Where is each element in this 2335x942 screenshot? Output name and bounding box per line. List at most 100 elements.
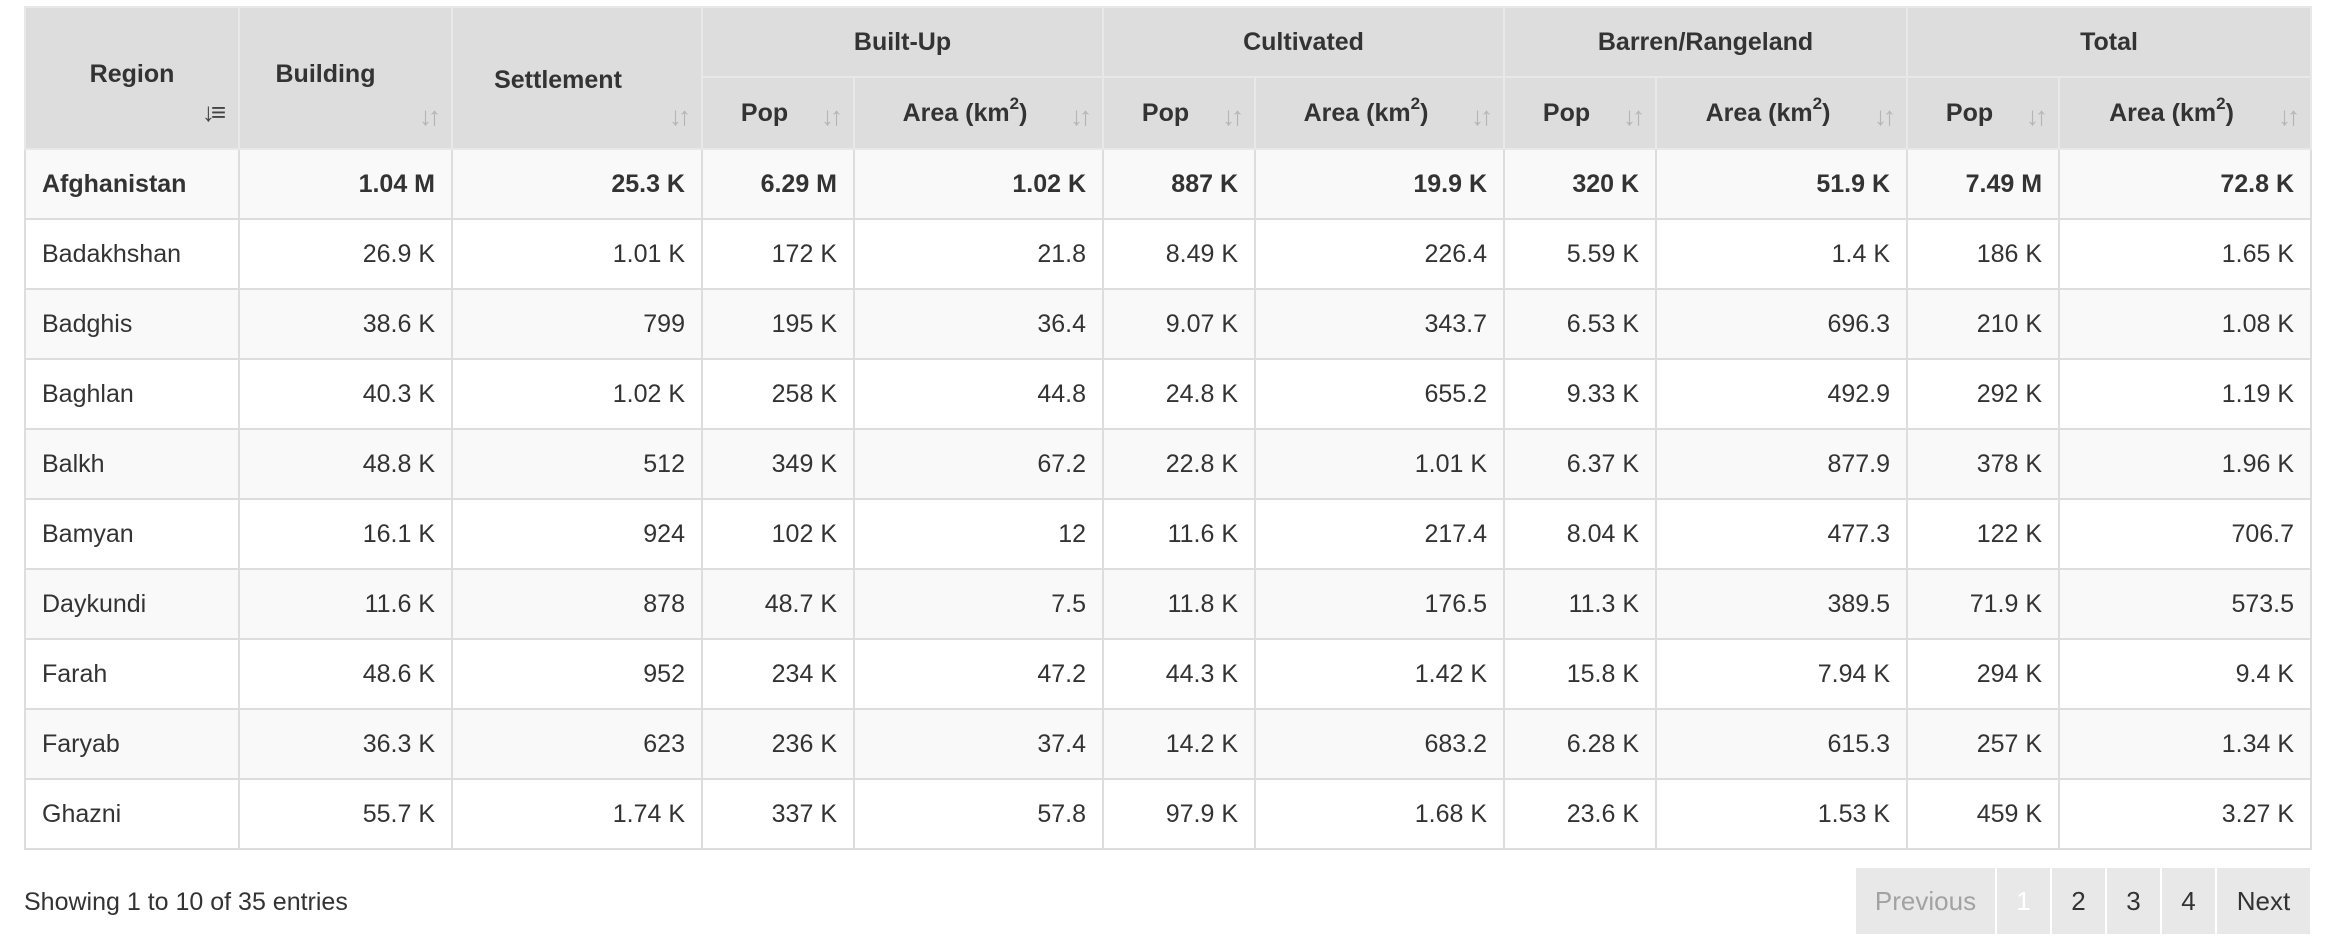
column-header-cultivated-area[interactable]: Area (km2) ↓↑ [1254,76,1506,150]
cell-cu-pop: 44.3 K [1102,638,1257,710]
column-header-barren-area[interactable]: Area (km2) ↓↑ [1655,76,1909,150]
cell-bu-pop: 102 K [701,498,855,570]
cell-building: 40.3 K [238,358,453,430]
sort-icon[interactable]: ↓↑ [1222,101,1244,131]
cell-cu-pop: 24.8 K [1102,358,1257,430]
column-header-total-area[interactable]: Area (km2) ↓↑ [2058,76,2313,150]
cell-settlement: 25.3 K [451,148,703,220]
column-header-barren-pop[interactable]: Pop ↓↑ [1503,76,1658,150]
area-unit-superscript: 2 [1009,94,1020,114]
cell-bu-area: 67.2 [852,428,1105,500]
area-unit-superscript: 2 [1812,94,1823,114]
cell-ba-pop: 6.28 K [1503,708,1658,780]
cell-t-area: 1.08 K [2058,288,2313,360]
cell-bu-area: 1.02 K [852,148,1105,220]
cell-ba-area: 696.3 [1655,288,1909,360]
cell-ba-pop: 6.37 K [1503,428,1658,500]
cell-bu-area: 37.4 [852,708,1105,780]
cell-region: Balkh [24,428,240,500]
cell-settlement: 952 [451,638,703,710]
cell-bu-pop: 337 K [701,778,855,850]
cell-ba-area: 492.9 [1655,358,1909,430]
cell-bu-area: 12 [852,498,1105,570]
cell-region: Daykundi [24,568,240,640]
cell-ba-area: 51.9 K [1655,148,1909,220]
cell-ba-pop: 8.04 K [1503,498,1658,570]
table-row: Badakhshan 26.9 K 1.01 K 172 K 21.8 8.49 K 226… [24,218,2313,290]
column-header-settlement[interactable]: Settlement ↓↑ [451,6,703,150]
cell-cu-pop: 22.8 K [1102,428,1257,500]
next-button[interactable]: Next [2217,868,2310,934]
cell-settlement: 512 [451,428,703,500]
cell-t-area: 1.65 K [2058,218,2313,290]
cell-region: Faryab [24,708,240,780]
cell-t-area: 1.96 K [2058,428,2313,500]
cell-settlement: 1.74 K [451,778,703,850]
area-label-close: ) [1822,98,1831,127]
page-button-2[interactable]: 2 [2052,868,2105,934]
column-header-building[interactable]: Building ↓↑ [238,6,453,150]
table-row: Badghis 38.6 K 799 195 K 36.4 9.07 K 343.7 6.53… [24,288,2313,360]
cell-cu-area: 1.68 K [1254,778,1506,850]
cell-bu-pop: 349 K [701,428,855,500]
cell-cu-area: 226.4 [1254,218,1506,290]
table-row: Baghlan 40.3 K 1.02 K 258 K 44.8 24.8 K 655.2 9… [24,358,2313,430]
group-header-cultivated: Cultivated [1102,6,1506,78]
cell-bu-pop: 48.7 K [701,568,855,640]
pop-label: Pop [1945,98,1994,127]
column-header-total-pop[interactable]: Pop ↓↑ [1906,76,2061,150]
column-header-region[interactable]: Region ↓≡ [24,6,240,150]
sort-icon[interactable]: ↓↑ [419,101,441,131]
cell-t-area: 706.7 [2058,498,2313,570]
cell-bu-area: 21.8 [852,218,1105,290]
sort-icon[interactable]: ↓↑ [1623,101,1645,131]
cell-settlement: 623 [451,708,703,780]
sort-icon[interactable]: ↓↑ [1874,101,1896,131]
sort-icon[interactable]: ↓↑ [1070,101,1092,131]
page-button-3[interactable]: 3 [2107,868,2160,934]
sort-icon[interactable]: ↓↑ [1471,101,1493,131]
cell-t-pop: 459 K [1906,778,2061,850]
area-label-close: ) [1420,98,1429,127]
cell-ba-pop: 320 K [1503,148,1658,220]
previous-button[interactable]: Previous [1856,868,1995,934]
cell-cu-area: 1.42 K [1254,638,1506,710]
group-header-builtup: Built-Up [700,6,1105,78]
cell-t-pop: 294 K [1906,638,2061,710]
cell-ba-area: 1.53 K [1655,778,1909,850]
cell-cu-pop: 14.2 K [1102,708,1257,780]
table-header: Region ↓≡ Building ↓↑ Settlement ↓↑ Buil… [24,6,2313,150]
sort-icon[interactable]: ↓↑ [2278,101,2300,131]
cell-ba-area: 877.9 [1655,428,1909,500]
cell-t-pop: 7.49 M [1906,148,2061,220]
cell-bu-area: 44.8 [852,358,1105,430]
cell-bu-pop: 258 K [701,358,855,430]
column-header-building-label: Building [275,60,376,88]
cell-bu-pop: 172 K [701,218,855,290]
page-button-1[interactable]: 1 [1997,868,2050,934]
cell-bu-area: 7.5 [852,568,1105,640]
sort-icon[interactable]: ↓↑ [669,101,691,131]
table-body: Afghanistan 1.04 M 25.3 K 6.29 M 1.02 K 887 K… [24,148,2313,850]
cell-cu-area: 1.01 K [1254,428,1506,500]
column-header-builtup-area[interactable]: Area (km2) ↓↑ [852,76,1105,150]
sort-ascending-icon[interactable]: ↓≡ [201,97,226,127]
cell-building: 55.7 K [238,778,453,850]
cell-settlement: 924 [451,498,703,570]
cell-region: Badghis [24,288,240,360]
cell-cu-area: 19.9 K [1254,148,1506,220]
cell-cu-pop: 97.9 K [1102,778,1257,850]
page-button-4[interactable]: 4 [2162,868,2215,934]
cell-ba-area: 389.5 [1655,568,1909,640]
pagination: Previous 1 2 3 4 Next [1854,868,2310,934]
group-header-barren: Barren/Rangeland [1503,6,1909,78]
cell-settlement: 1.01 K [451,218,703,290]
area-label: Area (km [1705,98,1813,127]
cell-ba-pop: 15.8 K [1503,638,1658,710]
sort-icon[interactable]: ↓↑ [2026,101,2048,131]
column-header-builtup-pop[interactable]: Pop ↓↑ [701,76,855,150]
column-header-cultivated-pop[interactable]: Pop ↓↑ [1102,76,1257,150]
area-label-close: ) [2225,98,2234,127]
area-label: Area (km [2109,98,2217,127]
sort-icon[interactable]: ↓↑ [821,101,843,131]
